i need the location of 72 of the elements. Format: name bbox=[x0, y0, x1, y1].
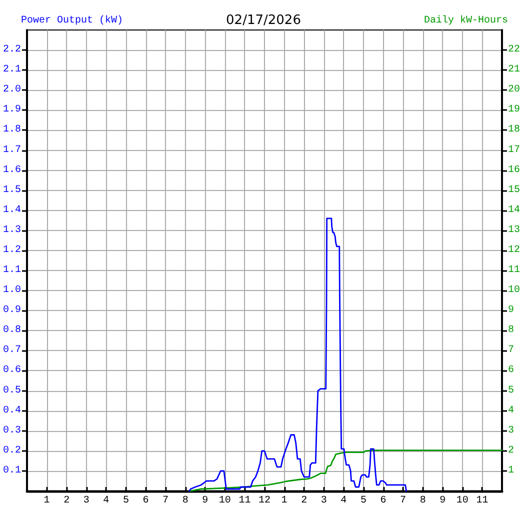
x-tick-label: 7 bbox=[400, 496, 406, 506]
y-tick-label: 0.9 bbox=[2, 305, 22, 316]
y2-tick-label: 1 bbox=[508, 465, 514, 476]
y2-tick-label: 14 bbox=[508, 204, 520, 216]
y-tick-label: 1.1 bbox=[2, 265, 22, 276]
y2-tick-label: 2 bbox=[508, 445, 514, 456]
y-tick-label: 2.0 bbox=[2, 84, 22, 96]
x-tick-label: 5 bbox=[122, 496, 129, 506]
x-tick-label: 5 bbox=[360, 496, 366, 506]
y-tick-label: 1.4 bbox=[2, 204, 22, 216]
y2-tick-label: 13 bbox=[508, 224, 520, 236]
x-tick-label: 4 bbox=[340, 496, 347, 506]
x-tick-label: 4 bbox=[103, 496, 110, 506]
y2-tick-label: 19 bbox=[508, 104, 520, 116]
y-tick-label: 2.1 bbox=[2, 64, 22, 76]
x-tick-label: 10 bbox=[456, 496, 468, 506]
y2-tick-label: 8 bbox=[508, 325, 514, 336]
y2-tick-label: 18 bbox=[508, 124, 520, 136]
y-tick-label: 0.3 bbox=[2, 425, 22, 436]
y-tick-label: 1.2 bbox=[2, 244, 22, 256]
x-tick-label: 11 bbox=[238, 496, 251, 506]
y2-tick-label: 9 bbox=[508, 305, 514, 316]
y-tick-label: 0.4 bbox=[2, 405, 22, 416]
y2-tick-label: 10 bbox=[508, 285, 520, 296]
y-tick-label: 1.6 bbox=[2, 164, 22, 176]
y-tick-label: 1.9 bbox=[2, 104, 22, 116]
y2-tick-label: 21 bbox=[508, 64, 520, 76]
line-series bbox=[190, 450, 503, 492]
x-tick-label: 3 bbox=[320, 496, 327, 506]
x-tick-label: 3 bbox=[83, 496, 90, 506]
y2-tick-label: 5 bbox=[508, 385, 514, 396]
x-tick-label: 10 bbox=[218, 496, 231, 506]
y-tick-label: 1.7 bbox=[2, 144, 22, 156]
x-tick-label: 11 bbox=[476, 496, 488, 506]
y2-tick-label: 17 bbox=[508, 144, 520, 156]
x-tick-label: 6 bbox=[142, 496, 149, 506]
y-tick-label: 1.8 bbox=[2, 124, 22, 136]
y-tick-label: 0.1 bbox=[2, 465, 22, 476]
y2-tick-label: 22 bbox=[508, 44, 520, 56]
y-tick-label: 2.2 bbox=[2, 44, 22, 56]
y2-tick-label: 16 bbox=[508, 164, 520, 176]
x-tick-label: 9 bbox=[440, 496, 446, 506]
x-tick-label: 1 bbox=[44, 496, 50, 506]
y-axis-title: Power Output (kW) bbox=[21, 14, 124, 26]
y-tick-label: 0.6 bbox=[2, 365, 22, 376]
y2-tick-label: 3 bbox=[508, 425, 514, 436]
x-tick-label: 7 bbox=[162, 496, 169, 506]
y2-tick-label: 7 bbox=[508, 345, 514, 356]
x-tick-label: 12 bbox=[258, 496, 271, 506]
y-tick-label: 0.7 bbox=[2, 345, 22, 356]
y2-axis-title: Daily kW-Hours bbox=[424, 14, 508, 26]
x-tick-label: 8 bbox=[182, 496, 188, 506]
x-tick-label: 1 bbox=[281, 496, 288, 506]
y2-tick-label: 4 bbox=[508, 405, 514, 416]
y-tick-label: 0.2 bbox=[2, 445, 22, 456]
y2-tick-label: 11 bbox=[508, 265, 520, 276]
x-tick-label: 2 bbox=[64, 496, 70, 506]
y2-tick-label: 20 bbox=[508, 84, 520, 96]
y-tick-label: 1.0 bbox=[2, 285, 22, 296]
chart-title: 02/17/2026 bbox=[226, 13, 301, 28]
x-tick-label: 2 bbox=[301, 496, 308, 506]
x-tick-label: 8 bbox=[420, 496, 426, 506]
x-tick-label: 6 bbox=[380, 496, 386, 506]
y2-tick-label: 12 bbox=[508, 244, 520, 256]
x-tick-label: 9 bbox=[202, 496, 208, 506]
line-series bbox=[188, 218, 408, 492]
y-tick-label: 1.3 bbox=[2, 224, 22, 236]
y-tick-label: 0.5 bbox=[2, 385, 22, 396]
y-tick-label: 0.8 bbox=[2, 325, 22, 336]
y2-tick-label: 6 bbox=[508, 365, 514, 376]
y-tick-label: 1.5 bbox=[2, 184, 22, 196]
y2-tick-label: 15 bbox=[508, 184, 520, 196]
